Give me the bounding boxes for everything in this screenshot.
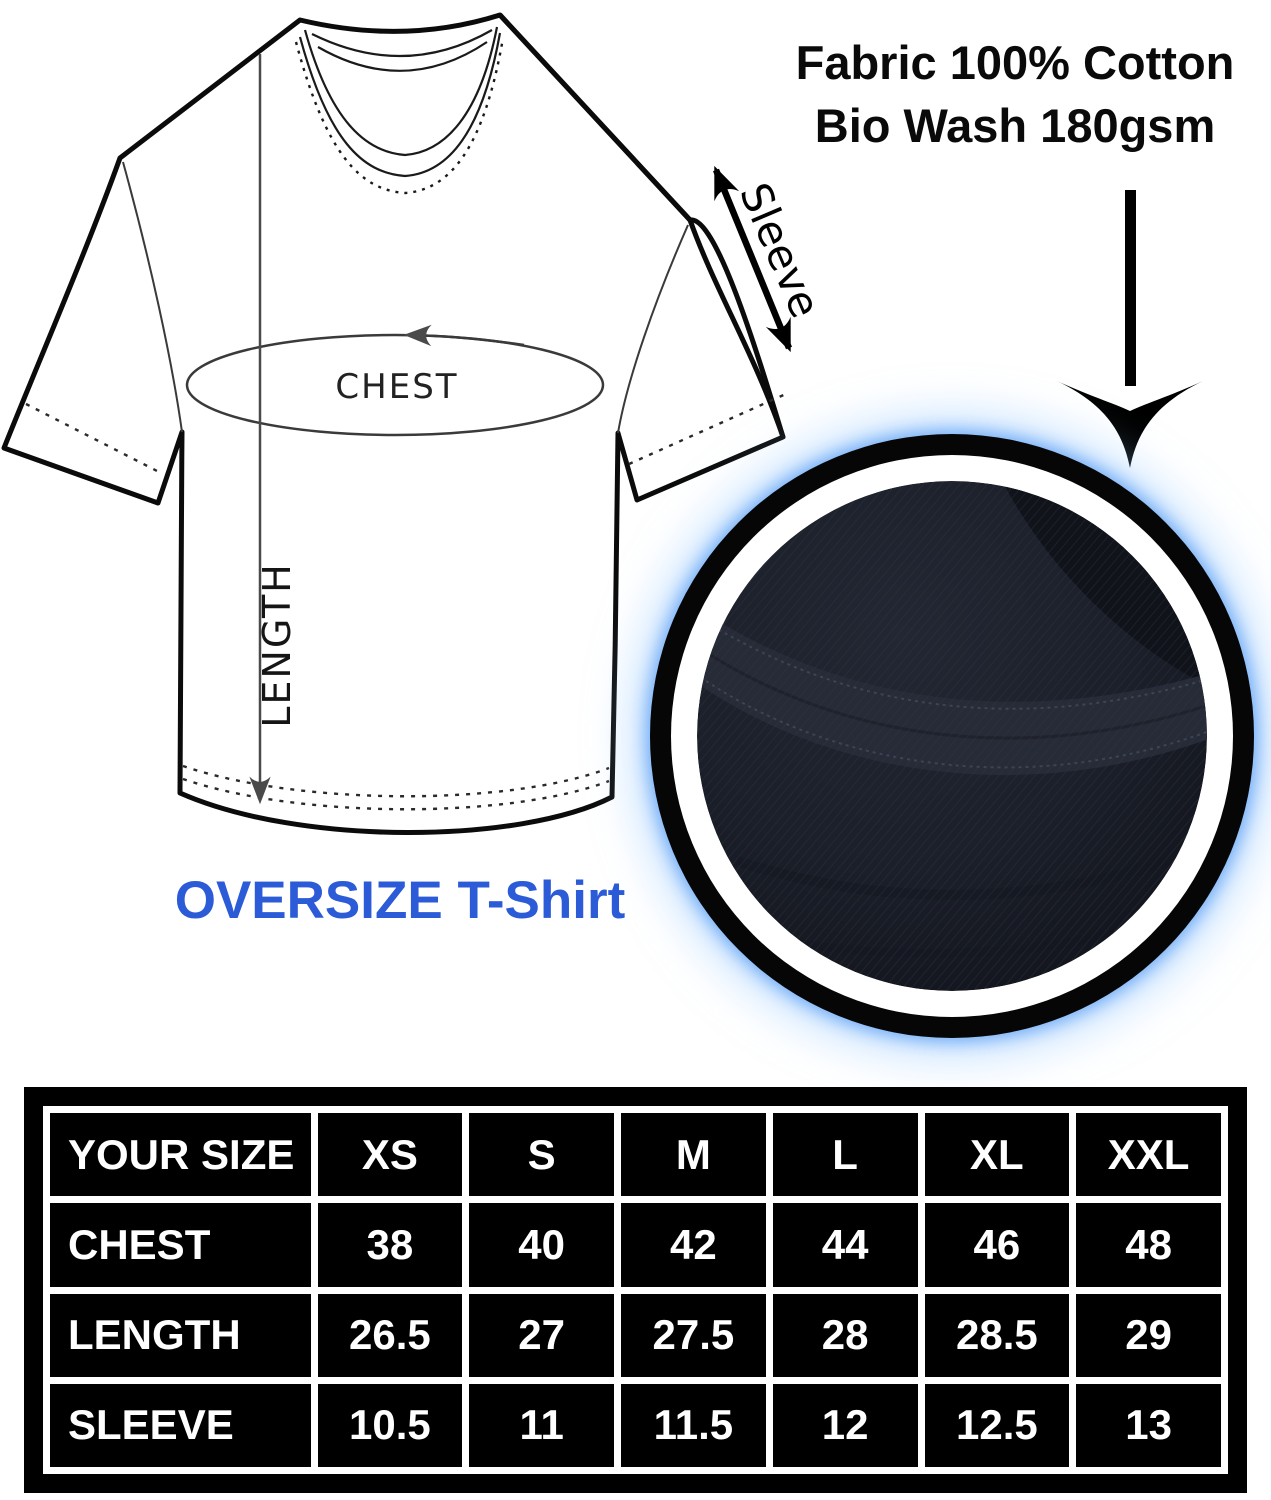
armhole-seams <box>122 161 689 434</box>
size-table-value: 26.5 <box>317 1293 463 1377</box>
size-table-header-cell: S <box>469 1113 615 1197</box>
product-caption: OVERSIZE T-Shirt <box>174 871 626 930</box>
size-table-value: 42 <box>621 1203 766 1287</box>
size-table-value: 28 <box>772 1293 918 1377</box>
fabric-note-line2: Bio Wash 180gsm <box>814 98 1216 152</box>
size-table-value: 11 <box>469 1383 615 1467</box>
size-table-header-cell: XL <box>924 1113 1070 1197</box>
size-table-value: 10.5 <box>317 1383 463 1467</box>
fabric-closeup-photo <box>697 481 1207 991</box>
size-table-header-cell: L <box>772 1113 918 1197</box>
size-table-header-cell: XS <box>317 1113 463 1197</box>
length-label: LENGTH <box>255 562 299 727</box>
fabric-note: Fabric 100% Cotton Bio Wash 180gsm <box>780 32 1250 158</box>
size-table-header-cell: YOUR SIZE <box>50 1113 311 1197</box>
fabric-closeup-circle <box>650 434 1254 1038</box>
size-table-value: 46 <box>924 1203 1070 1287</box>
chest-measure: CHEST <box>185 324 605 437</box>
tshirt-diagram: CHEST LENGTH Sleeve <box>1 12 830 835</box>
size-table-value: 38 <box>317 1203 463 1287</box>
size-table-value: 13 <box>1076 1383 1221 1467</box>
size-table-value: 12.5 <box>924 1383 1070 1467</box>
size-table-value: 44 <box>772 1203 918 1287</box>
size-table-grid: YOUR SIZE XS S M L XL XXL CHEST 38 40 42… <box>43 1106 1228 1474</box>
size-table-value: 29 <box>1076 1293 1221 1377</box>
sleeve-label: Sleeve <box>730 176 830 325</box>
size-table-value: 11.5 <box>621 1383 766 1467</box>
length-measure: LENGTH <box>249 54 299 805</box>
size-table-value: 27.5 <box>621 1293 766 1377</box>
down-arrow-icon <box>1057 190 1203 468</box>
stitch-lines <box>25 391 789 811</box>
size-table-row-label: LENGTH <box>50 1293 311 1377</box>
size-table-header-cell: XXL <box>1076 1113 1221 1197</box>
size-table-row-label: SLEEVE <box>50 1383 311 1467</box>
size-table: YOUR SIZE XS S M L XL XXL CHEST 38 40 42… <box>24 1087 1247 1493</box>
size-table-value: 27 <box>469 1293 615 1377</box>
collar <box>294 26 505 195</box>
size-table-value: 12 <box>772 1383 918 1467</box>
chest-label: CHEST <box>335 367 458 407</box>
size-table-header-cell: M <box>621 1113 766 1197</box>
size-table-value: 40 <box>469 1203 615 1287</box>
size-table-value: 48 <box>1076 1203 1221 1287</box>
size-table-row-label: CHEST <box>50 1203 311 1287</box>
size-table-value: 28.5 <box>924 1293 1070 1377</box>
fabric-note-line1: Fabric 100% Cotton <box>795 36 1235 89</box>
